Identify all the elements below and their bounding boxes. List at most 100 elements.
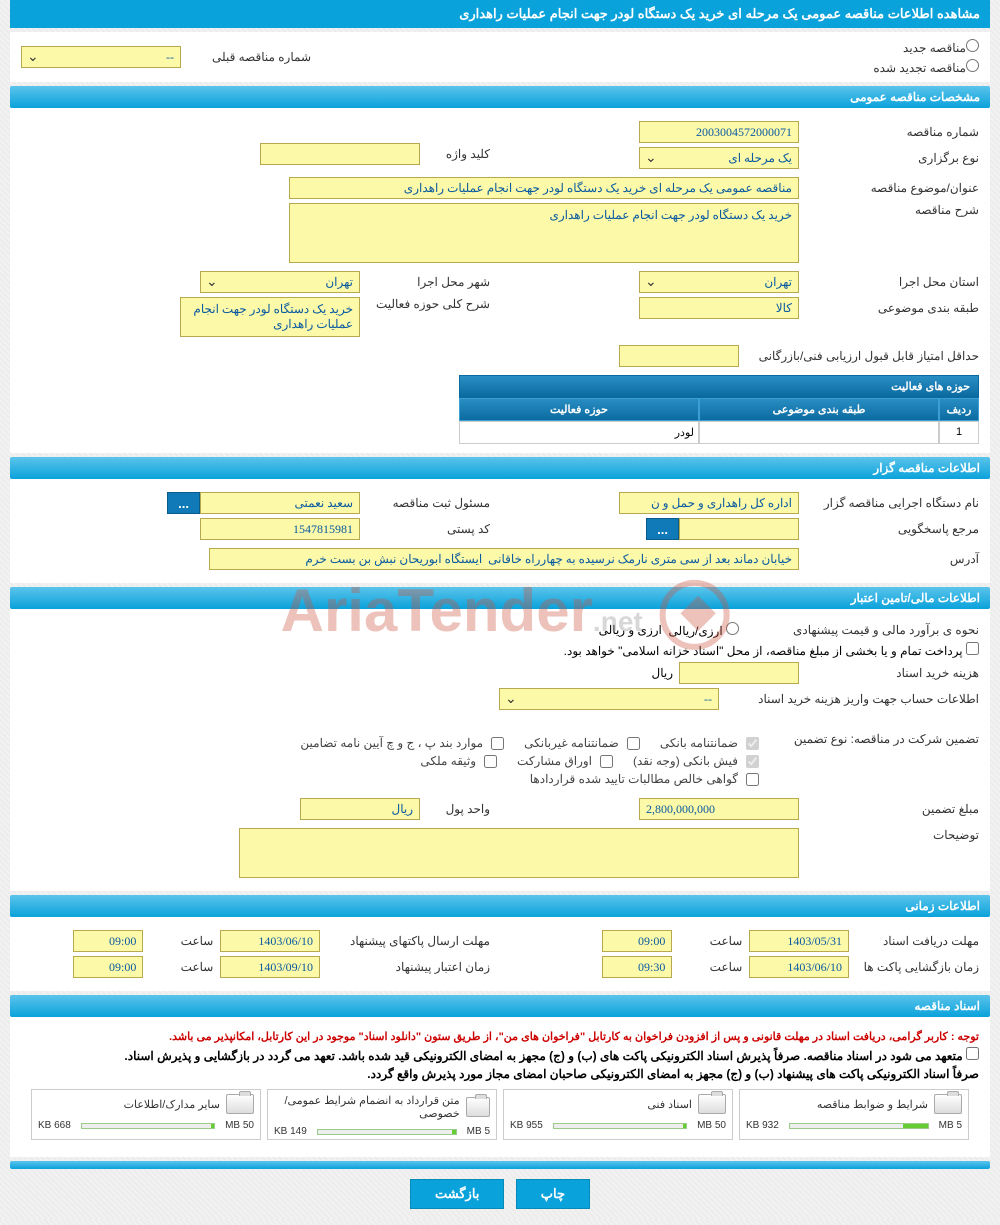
address-input[interactable] (209, 548, 799, 570)
chk-cash[interactable]: فیش بانکی (وجه نقد) (633, 754, 759, 768)
open-hour[interactable] (602, 956, 672, 978)
chk2-label: ضمانتنامه غیربانکی (524, 736, 619, 750)
chk5-label: اوراق مشارکت (517, 754, 592, 768)
scope-label: شرح کلی حوزه فعالیت (360, 297, 490, 311)
chk-bank-guarantee[interactable]: ضمانتنامه بانکی (660, 736, 759, 750)
file-size: 668 KB (38, 1120, 71, 1131)
prev-tender-label: شماره مناقصه قبلی (181, 50, 311, 64)
activity-grid: حوزه های فعالیت ردیف طبقه بندی موضوعی حو… (459, 375, 979, 444)
valid-hour[interactable] (73, 956, 143, 978)
file-max: 50 MB (697, 1120, 726, 1131)
chk7-label: گواهی خالص مطالبات تایید شده قراردادها (530, 772, 738, 786)
file-card-technical[interactable]: اسناد فنی 50 MB955 KB (503, 1089, 733, 1140)
grid-col-cat: طبقه بندی موضوعی (699, 398, 939, 421)
receipt-hour[interactable] (602, 930, 672, 952)
receipt-label: مهلت دریافت اسناد (849, 934, 979, 948)
docfee-input[interactable] (679, 662, 799, 684)
radio-renewed-label: مناقصه تجدید شده (873, 61, 966, 75)
org-input[interactable] (619, 492, 799, 514)
rial-label: ریال (645, 666, 679, 680)
hour-label3: ساعت (143, 934, 213, 948)
chk-nonbank-guarantee[interactable]: ضمانتنامه غیربانکی (524, 736, 640, 750)
grid-cell-cat (699, 421, 939, 444)
org-label: نام دستگاه اجرایی مناقصه گزار (799, 496, 979, 510)
section-general-header: مشخصات مناقصه عمومی (10, 86, 990, 108)
tender-status-group: مناقصه جدید مناقصه تجدید شده (873, 37, 979, 77)
file-size: 149 KB (274, 1126, 307, 1137)
valid-label: زمان اعتبار پیشنهاد (320, 960, 490, 974)
category-input[interactable] (639, 297, 799, 319)
minscore-label: حداقل امتیاز قابل قبول ارزیابی فنی/بازرگ… (739, 349, 979, 363)
docs-note-2: صرفاً اسناد الکترونیکی پاکت های پیشنهاد … (21, 1067, 979, 1081)
grid-col-field: حوزه فعالیت (459, 398, 699, 421)
chk-bylaw-items[interactable]: موارد بند پ ، ج و چ آیین نامه تضامین (300, 736, 504, 750)
chk4-label: فیش بانکی (وجه نقد) (633, 754, 738, 768)
file-title: اسناد فنی (647, 1098, 692, 1111)
acct-label: اطلاعات حساب جهت واریز هزینه خرید اسناد (719, 692, 979, 706)
file-max: 50 MB (225, 1120, 254, 1131)
scope-textarea[interactable]: خرید یک دستگاه لودر جهت انجام عملیات راه… (180, 297, 360, 337)
minscore-input[interactable] (619, 345, 739, 367)
treasury-check[interactable]: پرداخت تمام و یا بخشی از مبلغ مناقصه، از… (564, 642, 979, 658)
file-max: 5 MB (467, 1126, 490, 1137)
chk3-label: موارد بند پ ، ج و چ آیین نامه تضامین (300, 736, 483, 750)
inquiry-input[interactable] (679, 518, 799, 540)
section-financial-header: اطلاعات مالی/تامین اعتبار (10, 587, 990, 609)
desc-textarea[interactable]: خرید یک دستگاه لودر جهت انجام عملیات راه… (289, 203, 799, 263)
folder-icon (698, 1094, 726, 1114)
file-title: شرایط و ضوابط مناقصه (817, 1098, 928, 1111)
estimate-label: نحوه ی برآورد مالی و قیمت پیشنهادی (739, 623, 979, 637)
chk-receivables[interactable]: گواهی خالص مطالبات تایید شده قراردادها (530, 772, 759, 786)
postal-label: کد پستی (360, 522, 490, 536)
file-card-terms[interactable]: شرایط و ضوابط مناقصه 5 MB 932 KB (739, 1089, 969, 1140)
docs-commit-checkbox[interactable] (966, 1047, 979, 1060)
type-select[interactable]: یک مرحله ای (639, 147, 799, 169)
section-docs-header: اسناد مناقصه (10, 995, 990, 1017)
receipt-date[interactable] (749, 930, 849, 952)
subject-input[interactable] (289, 177, 799, 199)
currency-radio[interactable]: ارزی/ریالی (669, 622, 739, 638)
radio-renewed[interactable]: مناقصه تجدید شده (873, 57, 979, 77)
file-card-contract[interactable]: متن قرارداد به انضمام شرایط عمومی/خصوصی … (267, 1089, 497, 1140)
resp-dots-button[interactable]: ... (167, 492, 200, 514)
submit-label: مهلت ارسال پاکتهای پیشنهاد (320, 934, 490, 948)
radio-new-label: مناقصه جدید (903, 41, 966, 55)
valid-date[interactable] (220, 956, 320, 978)
province-select[interactable]: تهران (639, 271, 799, 293)
fin-notes-textarea[interactable] (239, 828, 799, 878)
currency-opt-text: ارزی و ریالی (599, 623, 662, 637)
resp-input[interactable] (200, 492, 360, 514)
docs-note1-text: متعهد می شود در اسناد مناقصه. صرفاً پذیر… (124, 1049, 962, 1063)
chk-property[interactable]: وثیقه ملکی (420, 754, 497, 768)
divider (10, 1161, 990, 1169)
section-timing-header: اطلاعات زمانی (10, 895, 990, 917)
postal-input[interactable] (200, 518, 360, 540)
back-button[interactable]: بازگشت (410, 1179, 504, 1209)
prev-tender-select[interactable]: -- (21, 46, 181, 68)
open-date[interactable] (749, 956, 849, 978)
radio-new[interactable]: مناقصه جدید (873, 37, 979, 57)
acct-select[interactable]: -- (499, 688, 719, 710)
fin-notes-label: توضیحات (799, 828, 979, 842)
category-label: طبقه بندی موضوعی (799, 301, 979, 315)
file-card-other[interactable]: سایر مدارک/اطلاعات 50 MB668 KB (31, 1089, 261, 1140)
province-label: استان محل اجرا (799, 275, 979, 289)
file-max: 5 MB (939, 1120, 962, 1131)
currency-radio-label: ارزی/ریالی (669, 624, 723, 638)
page-title: مشاهده اطلاعات مناقصه عمومی یک مرحله ای … (10, 0, 990, 28)
open-label: زمان بازگشایی پاکت ها (849, 960, 979, 974)
keyword-label: کلید واژه (420, 147, 490, 161)
keyword-input[interactable] (260, 143, 420, 165)
folder-icon (226, 1094, 254, 1114)
chk-bonds[interactable]: اوراق مشارکت (517, 754, 613, 768)
file-size: 932 KB (746, 1120, 779, 1131)
amount-input[interactable] (639, 798, 799, 820)
city-select[interactable]: تهران (200, 271, 360, 293)
submit-date[interactable] (220, 930, 320, 952)
guarantee-label: تضمین شرکت در مناقصه: نوع تضمین (759, 732, 979, 746)
print-button[interactable]: چاپ (516, 1179, 590, 1209)
submit-hour[interactable] (73, 930, 143, 952)
inquiry-dots-button[interactable]: ... (646, 518, 679, 540)
unit-input[interactable] (300, 798, 420, 820)
tender-no-input[interactable] (639, 121, 799, 143)
